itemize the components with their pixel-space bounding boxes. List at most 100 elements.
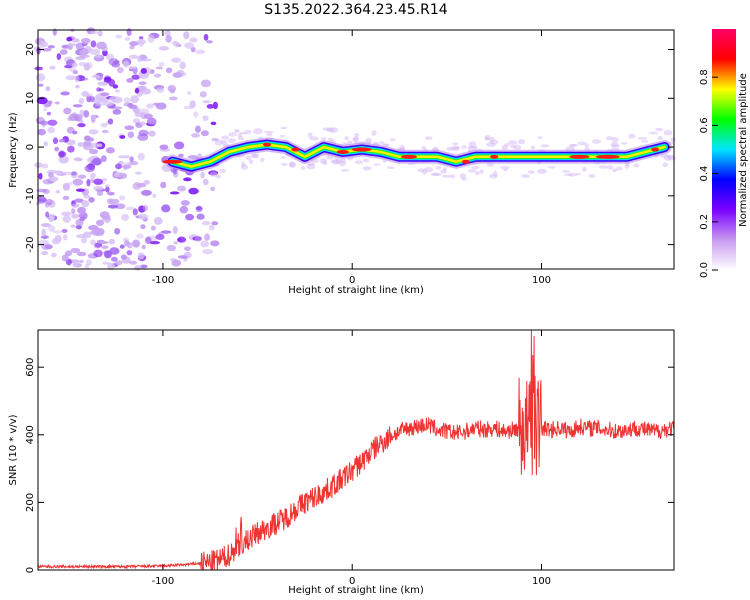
- noise-blob: [194, 125, 201, 133]
- noise-blob: [210, 240, 220, 247]
- ridge-core: [490, 154, 499, 159]
- noise-blob: [89, 148, 99, 155]
- noise-blob: [143, 113, 153, 120]
- noise-blob: [156, 87, 165, 93]
- noise-blob: [88, 196, 95, 203]
- noise-blob: [34, 162, 44, 168]
- noise-blob: [154, 73, 160, 78]
- halo-blob: [325, 127, 335, 132]
- halo-blob: [577, 141, 587, 146]
- noise-blob: [126, 78, 134, 83]
- noise-blob: [89, 142, 100, 149]
- halo-blob: [327, 137, 334, 142]
- noise-blob: [52, 28, 57, 36]
- noise-blob: [211, 221, 219, 226]
- noise-blob: [100, 123, 108, 128]
- noise-blob: [128, 54, 139, 60]
- noise-blob: [56, 53, 62, 61]
- noise-blob: [54, 170, 64, 175]
- halo-blob: [575, 172, 581, 176]
- noise-blob: [47, 119, 58, 126]
- halo-blob: [530, 145, 536, 150]
- noise-blob: [96, 41, 107, 50]
- noise-blob: [140, 189, 152, 196]
- noise-blob: [107, 262, 116, 271]
- colorbar-label: Normalized spectral amplitude: [738, 73, 749, 227]
- spectrogram-ytick-label: -20: [25, 236, 36, 252]
- noise-blob: [36, 47, 41, 55]
- spectrogram-ytick-label: -10: [25, 188, 36, 204]
- noise-blob: [38, 172, 43, 180]
- halo-blob: [489, 173, 498, 179]
- noise-blob: [79, 118, 84, 124]
- noise-blob: [141, 58, 152, 62]
- noise-blob: [139, 36, 144, 40]
- noise-blob: [184, 246, 192, 251]
- noise-blob: [89, 30, 99, 35]
- ridge-core: [263, 142, 272, 147]
- noise-blob: [165, 35, 172, 43]
- halo-blob: [330, 159, 340, 164]
- halo-blob: [341, 169, 350, 172]
- noise-blob: [183, 31, 190, 40]
- snr-line: [37, 330, 675, 571]
- noise-blob: [74, 198, 84, 203]
- halo-blob: [365, 137, 373, 144]
- noise-blob: [45, 86, 51, 92]
- noise-blob: [132, 208, 138, 216]
- colorbar-tick-label: 0.8: [699, 69, 710, 85]
- noise-blob: [137, 152, 145, 161]
- noise-blob: [109, 238, 116, 245]
- noise-blob: [105, 147, 115, 154]
- noise-blob: [75, 218, 84, 227]
- noise-blob: [48, 225, 56, 232]
- noise-blob: [202, 248, 214, 255]
- noise-blob: [61, 228, 68, 233]
- snr-xtick-label: 100: [532, 576, 551, 587]
- noise-blob: [102, 178, 107, 182]
- noise-blob: [58, 139, 66, 143]
- noise-blob: [134, 171, 142, 175]
- noise-blob: [161, 204, 171, 213]
- noise-blob: [78, 77, 89, 81]
- halo-blob: [453, 146, 461, 150]
- noise-blob: [125, 206, 135, 211]
- noise-blob: [124, 36, 131, 41]
- spectrogram-plot-area: [33, 27, 676, 271]
- noise-blob: [208, 224, 215, 231]
- noise-blob: [140, 224, 146, 230]
- noise-blob: [41, 250, 49, 256]
- noise-blob: [62, 215, 71, 223]
- noise-blob: [91, 228, 103, 237]
- halo-blob: [611, 145, 620, 148]
- noise-blob: [121, 213, 130, 221]
- halo-blob: [252, 153, 260, 158]
- halo-blob: [362, 166, 372, 171]
- halo-blob: [446, 146, 454, 151]
- halo-blob: [307, 132, 313, 138]
- noise-blob: [77, 122, 86, 128]
- noise-blob: [117, 155, 129, 159]
- noise-blob: [60, 211, 72, 216]
- noise-blob: [129, 156, 134, 162]
- noise-blob: [77, 206, 86, 215]
- noise-blob: [177, 185, 187, 192]
- noise-blob: [90, 114, 97, 121]
- noise-blob: [172, 226, 178, 234]
- noise-blob: [79, 109, 84, 116]
- noise-blob: [143, 180, 151, 185]
- noise-blob: [124, 125, 135, 131]
- noise-blob: [169, 96, 178, 101]
- noise-blob: [159, 144, 169, 150]
- halo-blob: [517, 138, 526, 145]
- halo-blob: [371, 130, 377, 136]
- noise-blob: [155, 66, 163, 70]
- snr-xlabel: Height of straight line (km): [288, 585, 424, 596]
- noise-blob: [66, 36, 73, 42]
- noise-blob: [115, 163, 122, 170]
- noise-blob: [177, 237, 182, 242]
- noise-blob: [72, 262, 79, 268]
- halo-blob: [452, 142, 459, 146]
- noise-blob: [134, 87, 140, 94]
